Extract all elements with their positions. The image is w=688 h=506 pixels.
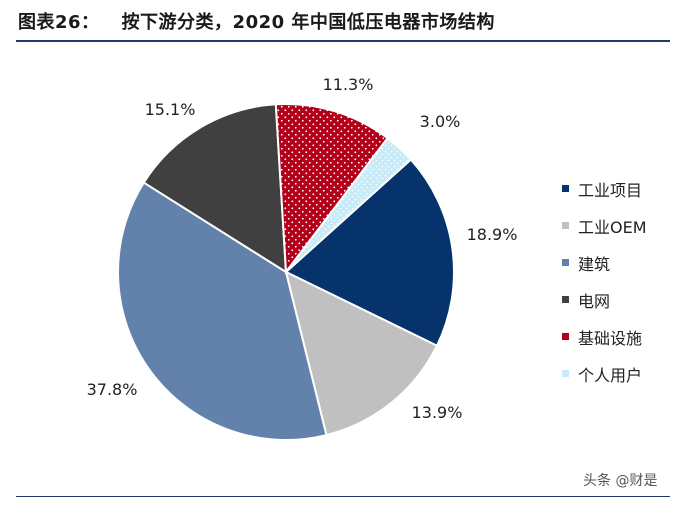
legend-swatch bbox=[562, 259, 569, 266]
legend-label: 工业项目 bbox=[578, 180, 643, 200]
data-label-2: 13.9% bbox=[412, 403, 463, 422]
legend-item-5: 基础设施 bbox=[562, 318, 647, 355]
legend-swatch bbox=[562, 222, 569, 229]
legend-item-4: 电网 bbox=[562, 281, 647, 318]
legend-item-1: 工业项目 bbox=[562, 170, 647, 207]
figure-label: 图表26： bbox=[18, 12, 100, 33]
data-label-3: 37.8% bbox=[87, 380, 138, 399]
figure-title: 按下游分类，2020 年中国低压电器市场结构 bbox=[121, 12, 495, 33]
pie-slice-6 bbox=[285, 136, 413, 273]
data-label-6: 3.0% bbox=[420, 112, 461, 131]
legend-swatch bbox=[562, 296, 569, 303]
legend: 工业项目工业OEM 建筑电网基础设施个人用户 bbox=[562, 170, 647, 392]
legend-label: 电网 bbox=[578, 291, 611, 311]
data-label-4: 15.1% bbox=[145, 100, 196, 119]
data-label-5: 11.3% bbox=[323, 75, 374, 94]
pie-slice-3 bbox=[117, 181, 328, 441]
legend-swatch bbox=[562, 370, 569, 377]
legend-label: 基础设施 bbox=[578, 328, 643, 348]
pie-slice-1 bbox=[284, 158, 455, 348]
bottom-rule bbox=[16, 496, 670, 497]
chart-title: 图表26： 按下游分类，2020 年中国低压电器市场结构 bbox=[18, 8, 495, 34]
pie-slice-4 bbox=[142, 103, 288, 274]
legend-label: 个人用户 bbox=[578, 365, 643, 385]
legend-item-6: 个人用户 bbox=[562, 355, 647, 392]
watermark: 头条 @财是 bbox=[583, 473, 658, 489]
legend-label: 工业OEM bbox=[578, 217, 647, 237]
legend-item-3: 建筑 bbox=[562, 244, 647, 281]
legend-swatch bbox=[562, 333, 569, 340]
pie-slice-2 bbox=[284, 270, 439, 437]
data-label-1: 18.9% bbox=[467, 225, 518, 244]
legend-item-2: 工业OEM bbox=[562, 207, 647, 244]
pie-slice-5 bbox=[274, 103, 389, 275]
title-rule bbox=[16, 40, 670, 42]
legend-swatch bbox=[562, 185, 569, 192]
legend-label: 建筑 bbox=[578, 254, 611, 274]
